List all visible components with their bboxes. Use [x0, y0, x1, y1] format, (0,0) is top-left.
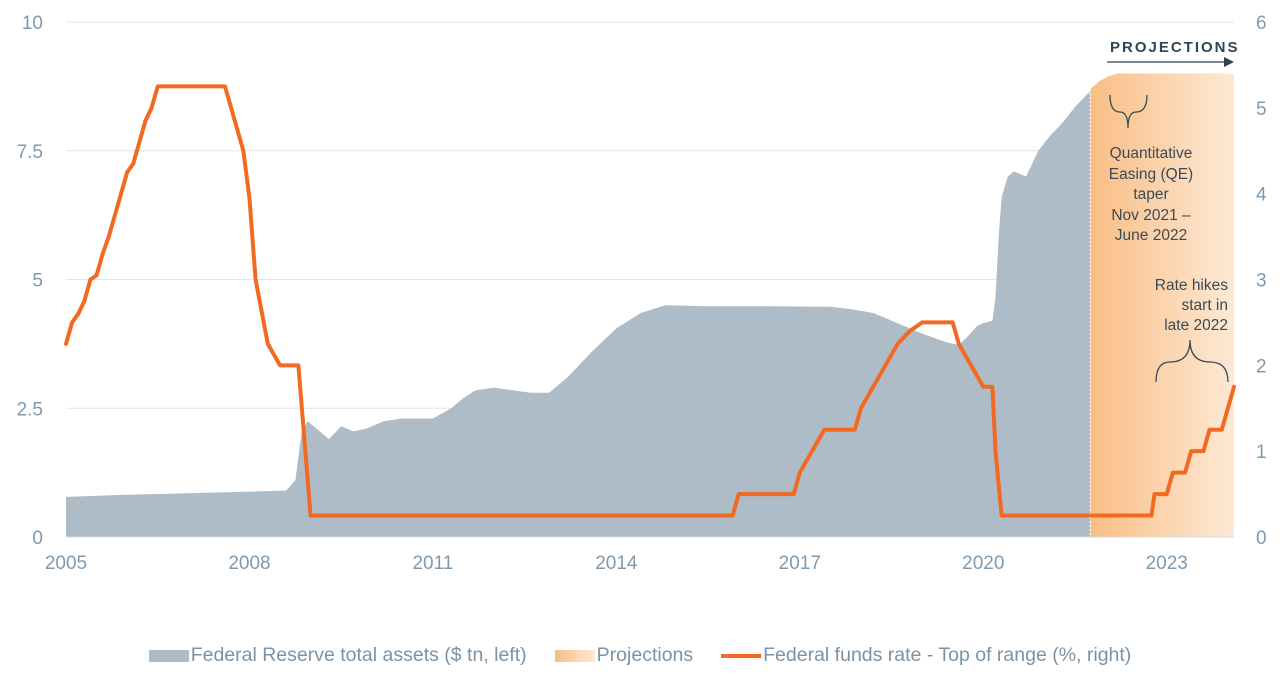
- y-right-tick-label: 2: [1256, 356, 1267, 377]
- y-right-tick-label: 4: [1256, 185, 1267, 206]
- fed-funds-rate-line: [64, 84, 1236, 518]
- qe-taper-annotation-line: Easing (QE): [1109, 166, 1193, 183]
- rate-hikes-annotation-line: late 2022: [1164, 317, 1228, 334]
- y-right-tick-label: 3: [1256, 271, 1267, 292]
- legend-swatch-fed-funds: [721, 653, 762, 658]
- legend-swatch-projections: [554, 649, 595, 662]
- area-series: [66, 91, 1091, 538]
- legend-swatch-assets: [148, 649, 189, 662]
- y-right-tick-label: 0: [1256, 528, 1267, 549]
- x-tick-label: 2005: [45, 553, 87, 574]
- legend-item-projections: Projections: [554, 644, 694, 667]
- y-left-tick-label: 7.5: [17, 142, 43, 163]
- annotations: PROJECTIONS Quantitative Easing (QE) taper N…: [1107, 39, 1240, 383]
- projection-area: [1090, 73, 1234, 537]
- legend-label-projections: Projections: [596, 644, 694, 666]
- line-series: [64, 84, 1236, 518]
- y-left-tick-label: 10: [22, 13, 43, 34]
- rate-hikes-brace: [1155, 339, 1229, 383]
- legend-label-fed-funds: Federal funds rate - Top of range (%, ri…: [763, 644, 1132, 666]
- axes: 0 2.5 5 7.5 10 0 1 2 3 4 5 6 2005 2008 2011 2014 2017 202…: [17, 13, 1267, 574]
- qe-taper-brace: [1109, 94, 1148, 129]
- x-tick-label: 2017: [779, 553, 821, 574]
- x-tick-label: 2020: [962, 553, 1004, 574]
- qe-taper-annotation-line: taper: [1133, 186, 1168, 203]
- x-tick-label: 2008: [228, 553, 270, 574]
- y-right-tick-label: 5: [1256, 99, 1267, 120]
- projections-arrow-head: [1224, 57, 1234, 67]
- qe-taper-annotation-line: Quantitative: [1110, 145, 1193, 162]
- x-tick-label: 2014: [595, 553, 638, 574]
- legend-item-assets: Federal Reserve total assets ($ tn, left…: [148, 644, 527, 667]
- y-left-tick-label: 5: [32, 271, 43, 292]
- y-left-tick-label: 0: [32, 528, 43, 549]
- qe-taper-annotation-line: Nov 2021 –: [1111, 207, 1191, 224]
- legend: Federal Reserve total assets ($ tn, left…: [0, 644, 1280, 667]
- projection-region: [1089, 73, 1234, 537]
- x-tick-label: 2011: [412, 553, 453, 574]
- projections-label: PROJECTIONS: [1110, 39, 1240, 56]
- rate-hikes-annotation-line: start in: [1181, 297, 1228, 314]
- legend-label-assets: Federal Reserve total assets ($ tn, left…: [190, 644, 527, 666]
- qe-taper-annotation-line: June 2022: [1115, 227, 1187, 244]
- y-left-tick-label: 2.5: [17, 399, 43, 420]
- y-right-tick-label: 1: [1256, 442, 1267, 463]
- legend-item-fed-funds: Federal funds rate - Top of range (%, ri…: [721, 644, 1131, 667]
- rate-hikes-annotation-line: Rate hikes: [1155, 277, 1228, 294]
- assets-area: [66, 91, 1091, 538]
- x-tick-label: 2023: [1146, 553, 1188, 574]
- y-right-tick-label: 6: [1256, 13, 1267, 34]
